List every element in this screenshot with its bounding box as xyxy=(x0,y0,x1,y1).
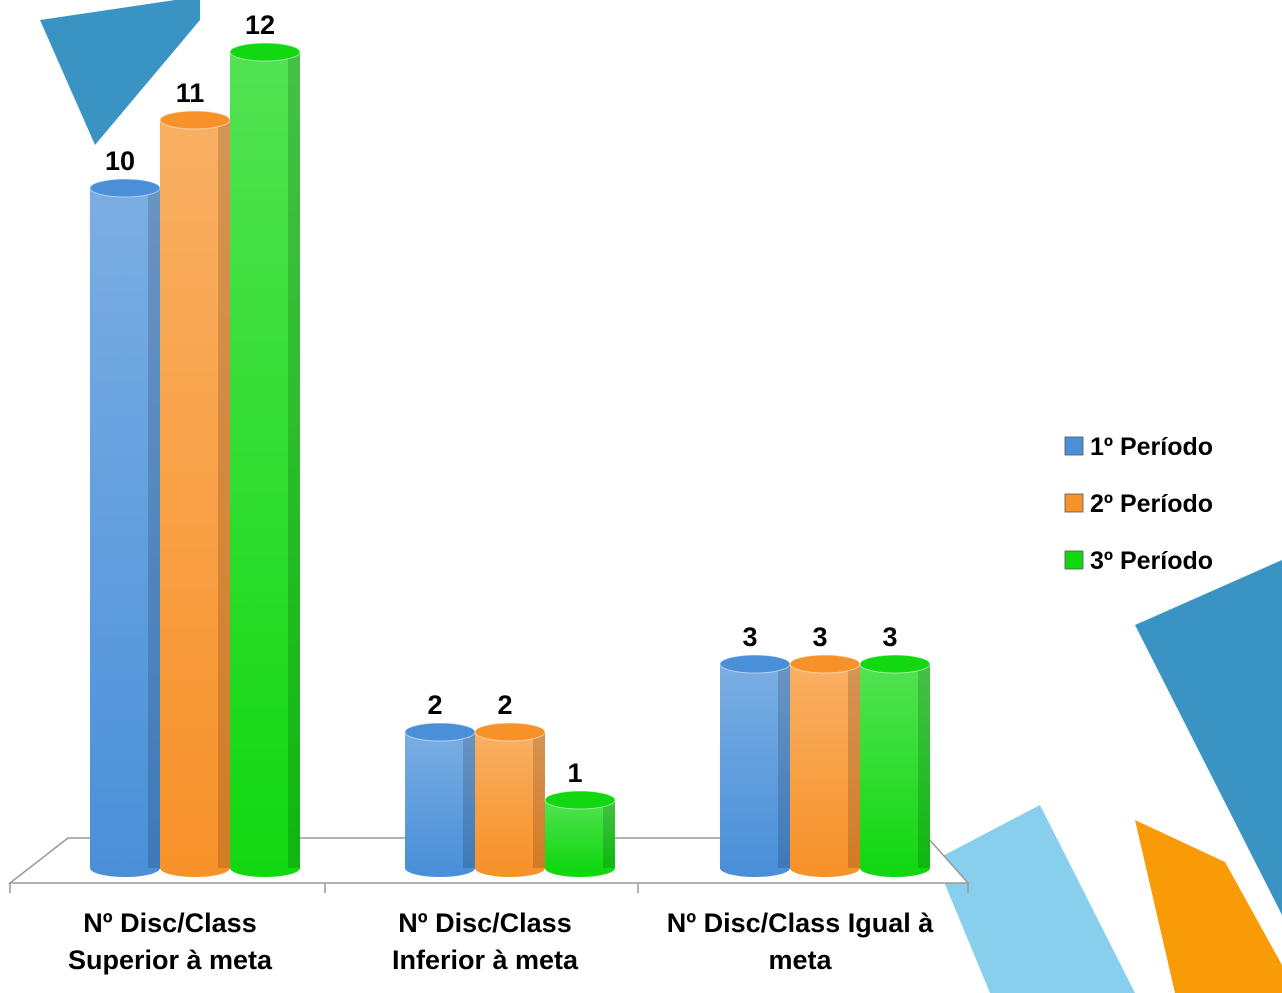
bar xyxy=(159,110,231,877)
decor-shape xyxy=(1135,820,1282,993)
bar-shade xyxy=(475,732,545,868)
legend-label: 3º Período xyxy=(1090,547,1213,575)
bar-edge xyxy=(848,664,860,868)
bar-top xyxy=(859,654,931,674)
legend-label: 2º Período xyxy=(1090,490,1213,518)
floor-ticks xyxy=(9,883,969,893)
bar-shade xyxy=(90,188,160,868)
bar xyxy=(229,42,301,877)
bar-edge xyxy=(778,664,790,868)
value-label: 3 xyxy=(812,622,827,652)
bar-shade xyxy=(860,664,930,868)
value-label: 11 xyxy=(176,78,205,108)
bar-shade xyxy=(230,52,300,868)
value-label: 1 xyxy=(567,758,582,788)
x-tick-label: Nº Disc/Class Superior à meta xyxy=(67,908,273,975)
bar-shade xyxy=(160,120,230,868)
bar-shade xyxy=(790,664,860,868)
bar-top xyxy=(474,722,546,742)
bar-top xyxy=(404,722,476,742)
legend-swatch xyxy=(1064,493,1084,513)
bar xyxy=(404,722,476,877)
bar xyxy=(859,654,931,877)
bar-shade xyxy=(405,732,475,868)
bar-top xyxy=(159,110,231,130)
bar xyxy=(719,654,791,877)
decor-shape xyxy=(40,0,200,145)
value-label: 10 xyxy=(105,146,135,176)
bar-top xyxy=(89,178,161,198)
bar-edge xyxy=(218,120,230,868)
bar xyxy=(789,654,861,877)
value-label: 3 xyxy=(882,622,897,652)
bar-edge xyxy=(148,188,160,868)
bar xyxy=(474,722,546,877)
bar-shade xyxy=(720,664,790,868)
bar-edge xyxy=(603,800,615,868)
bar-edge xyxy=(533,732,545,868)
bar-edge xyxy=(463,732,475,868)
value-label: 3 xyxy=(742,622,757,652)
x-tick-label: Nº Disc/Class Igual à meta xyxy=(666,908,934,975)
bar-top xyxy=(719,654,791,674)
x-tick-label: Nº Disc/Class Inferior à meta xyxy=(391,908,579,975)
bar-edge xyxy=(918,664,930,868)
value-label: 12 xyxy=(245,10,275,40)
bar-edge xyxy=(288,52,300,868)
bar-top xyxy=(544,790,616,810)
legend-label: 1º Período xyxy=(1090,433,1213,461)
legend-swatch xyxy=(1064,550,1084,570)
bar-shade xyxy=(545,800,615,868)
legend-swatch xyxy=(1064,436,1084,456)
decor-shape xyxy=(935,805,1135,993)
bar-top xyxy=(789,654,861,674)
value-label: 2 xyxy=(497,690,512,720)
value-label: 2 xyxy=(427,690,442,720)
decor-shape xyxy=(1135,560,1282,915)
bar xyxy=(544,790,616,877)
bar-top xyxy=(229,42,301,62)
bar xyxy=(89,178,161,877)
